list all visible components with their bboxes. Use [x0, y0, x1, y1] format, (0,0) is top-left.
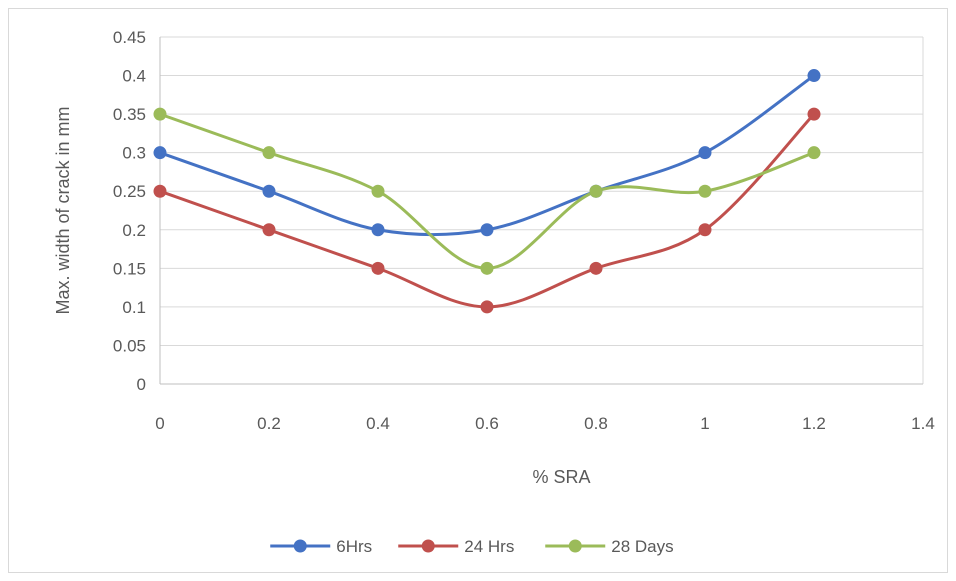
series-line-1	[159, 113, 816, 309]
x-tick-label: 0	[155, 414, 164, 433]
data-point	[480, 300, 494, 314]
y-tick-label: 0.4	[122, 67, 146, 86]
data-point	[371, 184, 385, 198]
data-point	[698, 223, 712, 237]
x-tick-label: 1	[700, 414, 709, 433]
y-axis-title: Max. width of crack in mm	[53, 106, 73, 314]
data-point	[698, 184, 712, 198]
data-point	[262, 146, 276, 160]
gridlines	[160, 36, 924, 384]
legend-label: 6Hrs	[336, 537, 372, 556]
legend-swatch-marker	[568, 539, 582, 553]
data-points	[153, 69, 821, 314]
legend-item: 6Hrs	[270, 537, 372, 556]
data-point	[371, 261, 385, 275]
legend-item: 24 Hrs	[398, 537, 514, 556]
x-tick-label: 0.6	[475, 414, 499, 433]
data-point	[371, 223, 385, 237]
legend-swatch-marker	[293, 539, 307, 553]
legend-item: 28 Days	[545, 537, 674, 556]
legend-swatch-marker	[421, 539, 435, 553]
data-point	[480, 261, 494, 275]
data-point	[807, 69, 821, 83]
x-tick-label: 0.4	[366, 414, 390, 433]
chart-frame	[8, 8, 948, 573]
legend: 6Hrs 24 Hrs 28 Days	[270, 537, 674, 556]
y-tick-label: 0.1	[122, 298, 146, 317]
x-tick-label: 0.2	[257, 414, 281, 433]
y-tick-label: 0	[137, 375, 146, 394]
data-point	[262, 223, 276, 237]
y-tick-label: 0.25	[113, 182, 146, 201]
data-point	[807, 146, 821, 160]
data-point	[807, 107, 821, 121]
y-tick-label: 0.2	[122, 221, 146, 240]
x-tick-label: 0.8	[584, 414, 608, 433]
y-tick-label: 0.15	[113, 259, 146, 278]
y-tick-label: 0.45	[113, 28, 146, 47]
y-tick-label: 0.35	[113, 105, 146, 124]
data-point	[262, 184, 276, 198]
legend-label: 24 Hrs	[464, 537, 514, 556]
data-point	[589, 261, 603, 275]
x-tick-label: 1.4	[911, 414, 935, 433]
data-point	[589, 184, 603, 198]
y-tick-label: 0.3	[122, 144, 146, 163]
data-point	[153, 184, 167, 198]
series-line-0	[159, 74, 815, 237]
data-point	[153, 146, 167, 160]
axes	[159, 37, 923, 385]
y-tick-label: 0.05	[113, 336, 146, 355]
x-axis-title: % SRA	[532, 467, 590, 487]
data-point	[153, 107, 167, 121]
legend-label: 28 Days	[611, 537, 673, 556]
tick-labels: 0 0.05 0.1 0.15 0.2 0.25 0.3 0.35 0.4 0.45 0 0.2 0.4…	[113, 28, 935, 433]
data-point	[698, 146, 712, 160]
x-tick-label: 1.2	[802, 414, 826, 433]
data-point	[480, 223, 494, 237]
